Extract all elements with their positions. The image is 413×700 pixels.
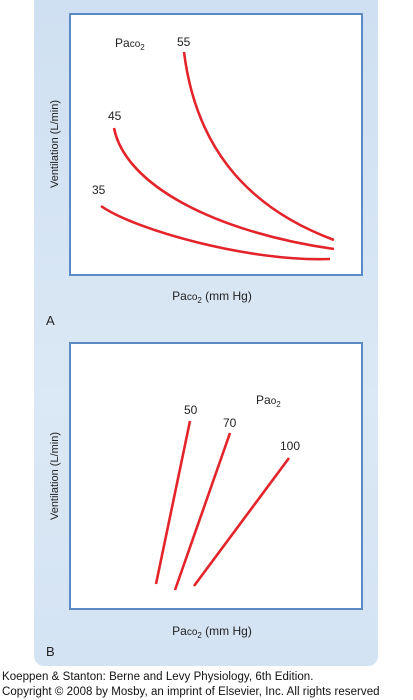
panel-b-line-label-70: 70: [223, 416, 237, 430]
panel-a-curve-label-45: 45: [108, 109, 122, 123]
panel-a-frame: [69, 13, 363, 276]
panel-b-line-label-50: 50: [184, 403, 198, 417]
panel-a-curve-35: [100, 204, 331, 261]
panel-b-line-label-100: 100: [280, 439, 300, 453]
panel-a-family-label: Paco2: [115, 36, 145, 52]
panel-a-curve-label-55: 55: [177, 35, 191, 49]
panel-b-line-50: [154, 420, 192, 585]
credit-line-1: Koeppen & Stanton: Berne and Levy Physio…: [2, 671, 314, 683]
panel-b-y-label: Ventilation (L/min): [49, 432, 61, 520]
panel-b-line-70: [173, 432, 232, 591]
panel-a-y-label: Ventilation (L/min): [49, 100, 61, 188]
panel-a: Ventilation (L/min) Paco2 (mm Hg) A Paco…: [46, 13, 363, 328]
panel-a-letter: A: [46, 313, 55, 328]
panel-a-x-label: Paco2 (mm Hg): [172, 289, 252, 305]
panel-b-line-100: [192, 457, 291, 587]
panel-b: Ventilation (L/min) Paco2 (mm Hg) B Pao2…: [46, 342, 363, 659]
panel-b-family-label: Pao2: [256, 393, 281, 409]
panel-b-letter: B: [46, 644, 55, 659]
panel-b-x-label: Paco2 (mm Hg): [172, 624, 252, 640]
panel-a-curve-label-35: 35: [92, 183, 106, 197]
panel-a-curve-55: [182, 51, 335, 242]
credit-line-2: Copyright © 2008 by Mosby, an imprint of…: [2, 686, 380, 698]
panel-a-curve-45: [112, 127, 335, 251]
